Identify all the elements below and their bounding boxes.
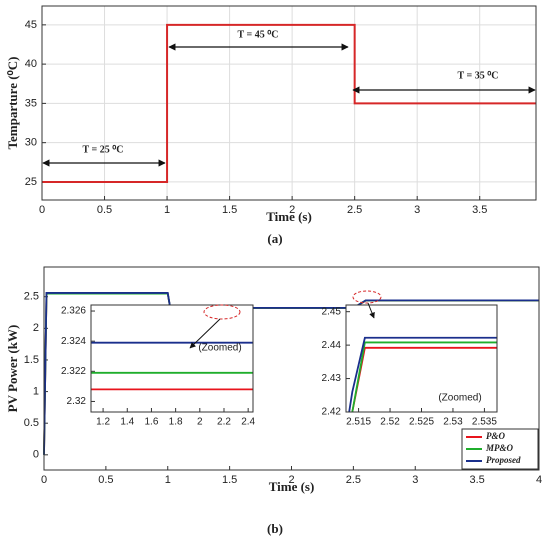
legend-label: P&O <box>486 431 505 441</box>
x-tick-label: 2 <box>288 474 294 486</box>
y-tick-label: 0 <box>33 449 39 461</box>
x-tick-label: 1 <box>165 474 171 486</box>
y-tick-label: 40 <box>25 58 37 70</box>
x-tick-label: 3.5 <box>472 204 487 216</box>
y-tick-label: 2.44 <box>322 340 342 351</box>
y-tick-label: 25 <box>25 176 37 188</box>
y-tick-label: 1.5 <box>24 354 39 366</box>
data-line <box>351 341 497 413</box>
annotation: T = 35 ⁰C <box>458 70 499 81</box>
zoom-ellipse <box>352 290 382 304</box>
plot-area <box>91 305 253 412</box>
annotation: T = 45 ⁰C <box>238 29 279 40</box>
x-tick-label: 2.5 <box>346 474 361 486</box>
data-line <box>42 23 536 183</box>
x-tick-label: 2.2 <box>217 417 231 428</box>
plot-frame <box>41 5 537 201</box>
x-tick-label: 3.5 <box>469 474 484 486</box>
y-tick-label: 45 <box>25 19 37 31</box>
data-line <box>348 336 497 413</box>
x-tick-label: 2.4 <box>241 417 255 428</box>
x-tick-label: 2.535 <box>472 417 497 428</box>
y-tick-label: 2.43 <box>322 373 342 384</box>
x-tick-label: 1.5 <box>222 474 237 486</box>
y-tick-label: 30 <box>25 137 37 149</box>
y-tick-label: 0.5 <box>24 417 39 429</box>
x-tick-label: 0 <box>39 204 45 216</box>
x-axis-label: Time (s) <box>269 479 315 494</box>
x-tick-label: 2 <box>197 417 203 428</box>
annotation: T = 25 ⁰C <box>83 144 124 155</box>
x-tick-label: 1.8 <box>169 417 183 428</box>
x-tick-label: 0.5 <box>98 474 113 486</box>
decorations <box>42 43 536 349</box>
arrow <box>189 318 221 349</box>
x-axis-label: Time (s) <box>266 209 312 224</box>
x-tick-label: 1 <box>164 204 170 216</box>
zoom-ellipse <box>203 304 241 320</box>
y-tick-label: 2.322 <box>61 366 86 377</box>
caption: (b) <box>267 521 283 536</box>
x-tick-label: 0.5 <box>97 204 112 216</box>
plot-frame <box>43 266 540 471</box>
x-tick-label: 3 <box>414 204 420 216</box>
y-tick-label: 2 <box>33 322 39 334</box>
x-tick-label: 2 <box>289 204 295 216</box>
plot-frame <box>345 304 498 413</box>
x-tick-label: 2.53 <box>443 417 463 428</box>
y-axis-label: PV Power (kW) <box>5 325 20 413</box>
y-axis-label: Temparture (⁰C) <box>5 57 20 150</box>
y-tick-label: 2.45 <box>322 306 342 317</box>
x-tick-label: 2.5 <box>347 204 362 216</box>
y-tick-label: 2.326 <box>61 306 86 317</box>
legend-label: MP&O <box>485 443 514 453</box>
plot-frame <box>90 304 254 413</box>
y-tick-label: 35 <box>25 97 37 109</box>
x-tick-label: 2.515 <box>346 417 371 428</box>
y-tick-label: 2.324 <box>61 336 86 347</box>
caption: (a) <box>267 231 282 246</box>
y-tick-label: 2.5 <box>24 291 39 303</box>
x-tick-label: 1.5 <box>222 204 237 216</box>
x-tick-label: 1.6 <box>144 417 158 428</box>
x-tick-label: 3 <box>412 474 418 486</box>
arrow <box>367 302 375 319</box>
x-tick-label: 0 <box>41 474 47 486</box>
x-tick-label: 4 <box>536 474 542 486</box>
x-tick-label: 1.4 <box>120 417 134 428</box>
legend-label: Proposed <box>486 455 521 465</box>
x-tick-label: 2.525 <box>409 417 434 428</box>
x-tick-label: 1.2 <box>96 417 110 428</box>
y-tick-label: 2.32 <box>67 396 87 407</box>
y-tick-label: 1 <box>33 385 39 397</box>
y-tick-label: 2.42 <box>322 407 342 418</box>
annotation: (Zoomed) <box>198 343 241 354</box>
annotation: (Zoomed) <box>438 393 481 404</box>
plot-area <box>346 305 497 412</box>
x-tick-label: 2.52 <box>380 417 400 428</box>
